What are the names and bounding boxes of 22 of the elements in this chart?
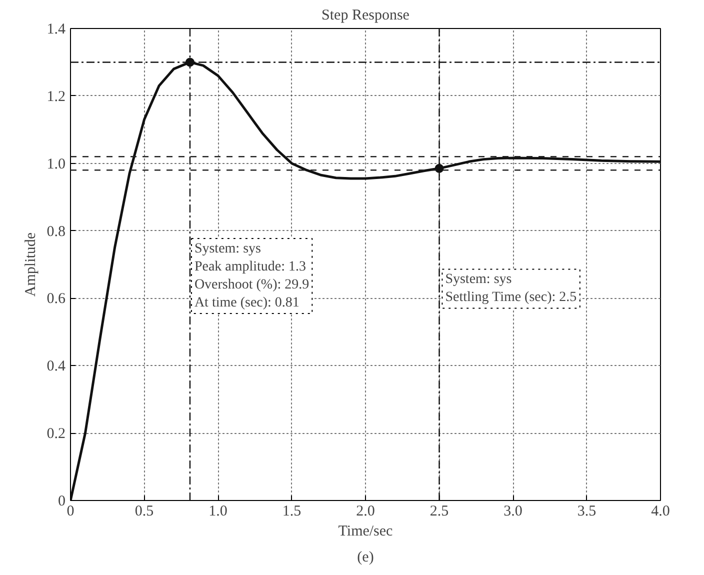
x-axis-title: Time/sec: [338, 524, 394, 540]
y-tick-label: 1.4: [46, 22, 66, 38]
x-tick-label: 3.5: [577, 504, 596, 520]
y-tick-label: 1.2: [46, 88, 66, 105]
x-tick-label: 1.0: [208, 504, 228, 520]
text: (e): [357, 550, 374, 566]
annotation: System: sys Peak amplitude: 1.3 Overshoot (%): 29.9 At time (sec): 0.81: [194, 242, 310, 311]
x-tick-label: 2.0: [356, 504, 375, 520]
y-tick-label: 1.0: [46, 156, 66, 172]
y-tick-label: 0.2: [46, 426, 66, 442]
x-tick-label: 2.5: [430, 504, 449, 520]
x-tick-label: 4.0: [651, 504, 670, 520]
x-tick-label: 3.0: [504, 504, 522, 520]
annotation: System: sys Settling Time (sec): 2.5: [445, 272, 577, 306]
y-tick-label: 0: [58, 494, 66, 510]
x-tick-label: 1.5: [282, 504, 302, 520]
y-tick-label: 0.8: [46, 224, 66, 240]
x-tick-label: 0.5: [134, 504, 154, 520]
y-tick-label: 0.4: [46, 358, 66, 375]
y-tick-label: 0.6: [46, 291, 66, 308]
y-axis-title: Amplitude: [22, 232, 39, 297]
chart-title: Step Response: [322, 8, 410, 24]
